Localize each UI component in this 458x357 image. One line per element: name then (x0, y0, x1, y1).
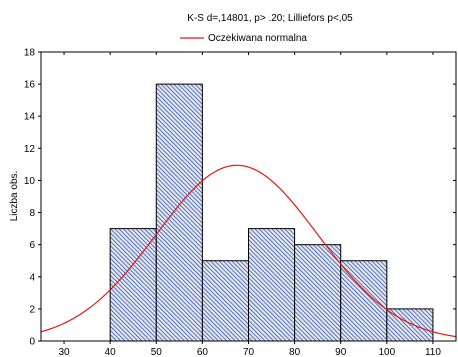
x-tick-label: 40 (105, 347, 117, 357)
y-tick-label: 10 (24, 176, 36, 187)
y-tick-label: 16 (24, 80, 36, 91)
x-tick-label: 60 (197, 347, 209, 357)
y-tick-label: 8 (29, 208, 35, 219)
x-tick-label: 80 (289, 347, 301, 357)
chart-title: K-S d=,14801, p> .20; Lilliefors p<,05 (187, 13, 353, 24)
x-tick-label: 70 (243, 347, 255, 357)
x-tick-label: 90 (335, 347, 347, 357)
x-tick-label: 30 (58, 347, 70, 357)
histogram-bar-5 (294, 244, 342, 342)
x-tick-label: 100 (378, 347, 395, 357)
legend-label: Oczekiwana normalna (208, 33, 307, 44)
y-tick-label: 4 (29, 272, 35, 283)
histogram-bar-1 (109, 228, 157, 342)
histogram-bar-3 (201, 260, 249, 342)
y-tick-label: 12 (24, 144, 36, 155)
y-tick-label: 2 (29, 304, 35, 315)
histogram-bar-4 (248, 228, 296, 342)
histogram-bar-2 (155, 83, 203, 342)
normal-curve-series (40, 164, 457, 338)
x-tick-label: 110 (425, 347, 441, 357)
y-tick-label: 14 (24, 112, 36, 123)
x-tick-label: 50 (151, 347, 163, 357)
y-tick-label: 0 (29, 337, 35, 348)
plot-area: 0 2 4 6 8 10 12 14 16 18 30 40 50 60 70 80 90 100 110 (24, 48, 457, 357)
y-tick-label: 18 (24, 48, 36, 59)
y-tick-label: 6 (29, 240, 35, 251)
y-axis-label: Liczba obs. (9, 171, 20, 222)
